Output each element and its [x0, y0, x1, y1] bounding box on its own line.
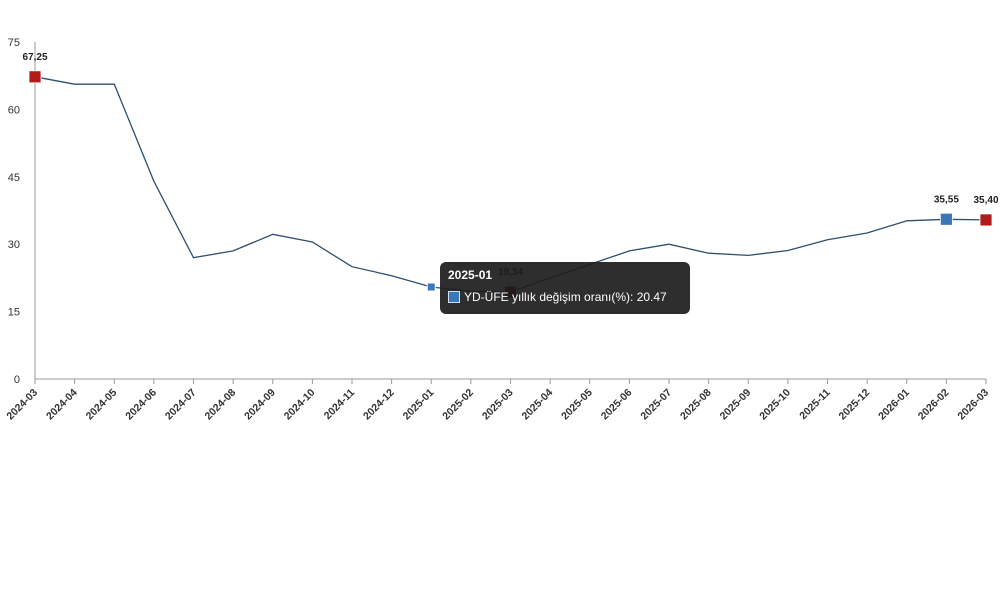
- series-layer: [34, 76, 987, 293]
- y-tick-label: 15: [8, 307, 20, 319]
- x-tick-label: 2024-04: [44, 387, 80, 423]
- x-tick-label: 2024-12: [361, 387, 397, 423]
- data-point-marker: [939, 212, 953, 226]
- x-tick-label: 2024-03: [4, 387, 40, 423]
- x-tick-label: 2025-11: [797, 387, 832, 422]
- y-tick-label: 45: [8, 172, 20, 184]
- y-tick-label: 75: [8, 37, 20, 49]
- x-tick-label: 2025-08: [678, 387, 714, 423]
- data-point-marker: [979, 213, 993, 227]
- data-label: 35,40: [973, 195, 998, 206]
- x-tick-label: 2025-04: [520, 387, 556, 423]
- x-tick-label: 2026-01: [876, 387, 912, 423]
- tooltip-title: 2025-01: [448, 268, 493, 282]
- x-tick-label: 2024-05: [84, 387, 120, 423]
- x-tick-label: 2024-11: [322, 387, 357, 422]
- x-tick-label: 2024-09: [242, 387, 278, 423]
- x-tick-label: 2025-02: [440, 387, 476, 423]
- y-tick-label: 60: [8, 104, 20, 116]
- x-tick-label: 2025-12: [837, 387, 873, 423]
- x-tick-label: 2025-07: [638, 387, 674, 423]
- tooltip-text: YD-ÜFE yıllık değişim oranı(%): 20.47: [464, 290, 667, 304]
- x-axis: 2024-03 2024-04 2024-05 2024-06 2024-07 2024-…: [4, 378, 991, 423]
- y-tick-label: 0: [14, 374, 20, 386]
- x-tick-label: 2026-02: [916, 387, 952, 423]
- x-tick-label: 2025-09: [718, 387, 754, 423]
- x-tick-label: 2025-10: [757, 387, 793, 423]
- data-label: 35,55: [934, 194, 959, 205]
- x-tick-label: 2025-06: [599, 387, 635, 423]
- x-tick-label: 2024-06: [123, 387, 159, 423]
- chart-tooltip: 2025-01 YD-ÜFE yıllık değişim oranı(%): …: [440, 262, 690, 314]
- series-line: [34, 76, 987, 293]
- data-point-marker: [28, 70, 42, 84]
- x-tick-label: 2025-03: [480, 387, 516, 423]
- x-tick-label: 2025-05: [559, 387, 595, 423]
- tooltip-series-swatch: [448, 291, 460, 303]
- x-tick-label: 2025-01: [401, 387, 437, 423]
- x-tick-label: 2026-03: [955, 387, 991, 423]
- x-tick-label: 2024-10: [282, 387, 318, 423]
- tooltip-row: YD-ÜFE yıllık değişim oranı(%): 20.47: [448, 290, 682, 304]
- y-tick-label: 30: [8, 239, 20, 251]
- data-label: 67,25: [22, 52, 47, 63]
- hover-point-marker: [426, 282, 436, 292]
- x-tick-label: 2024-08: [203, 387, 239, 423]
- y-axis: 0 15 30 45 60 75: [8, 37, 36, 386]
- x-tick-label: 2024-07: [163, 387, 199, 423]
